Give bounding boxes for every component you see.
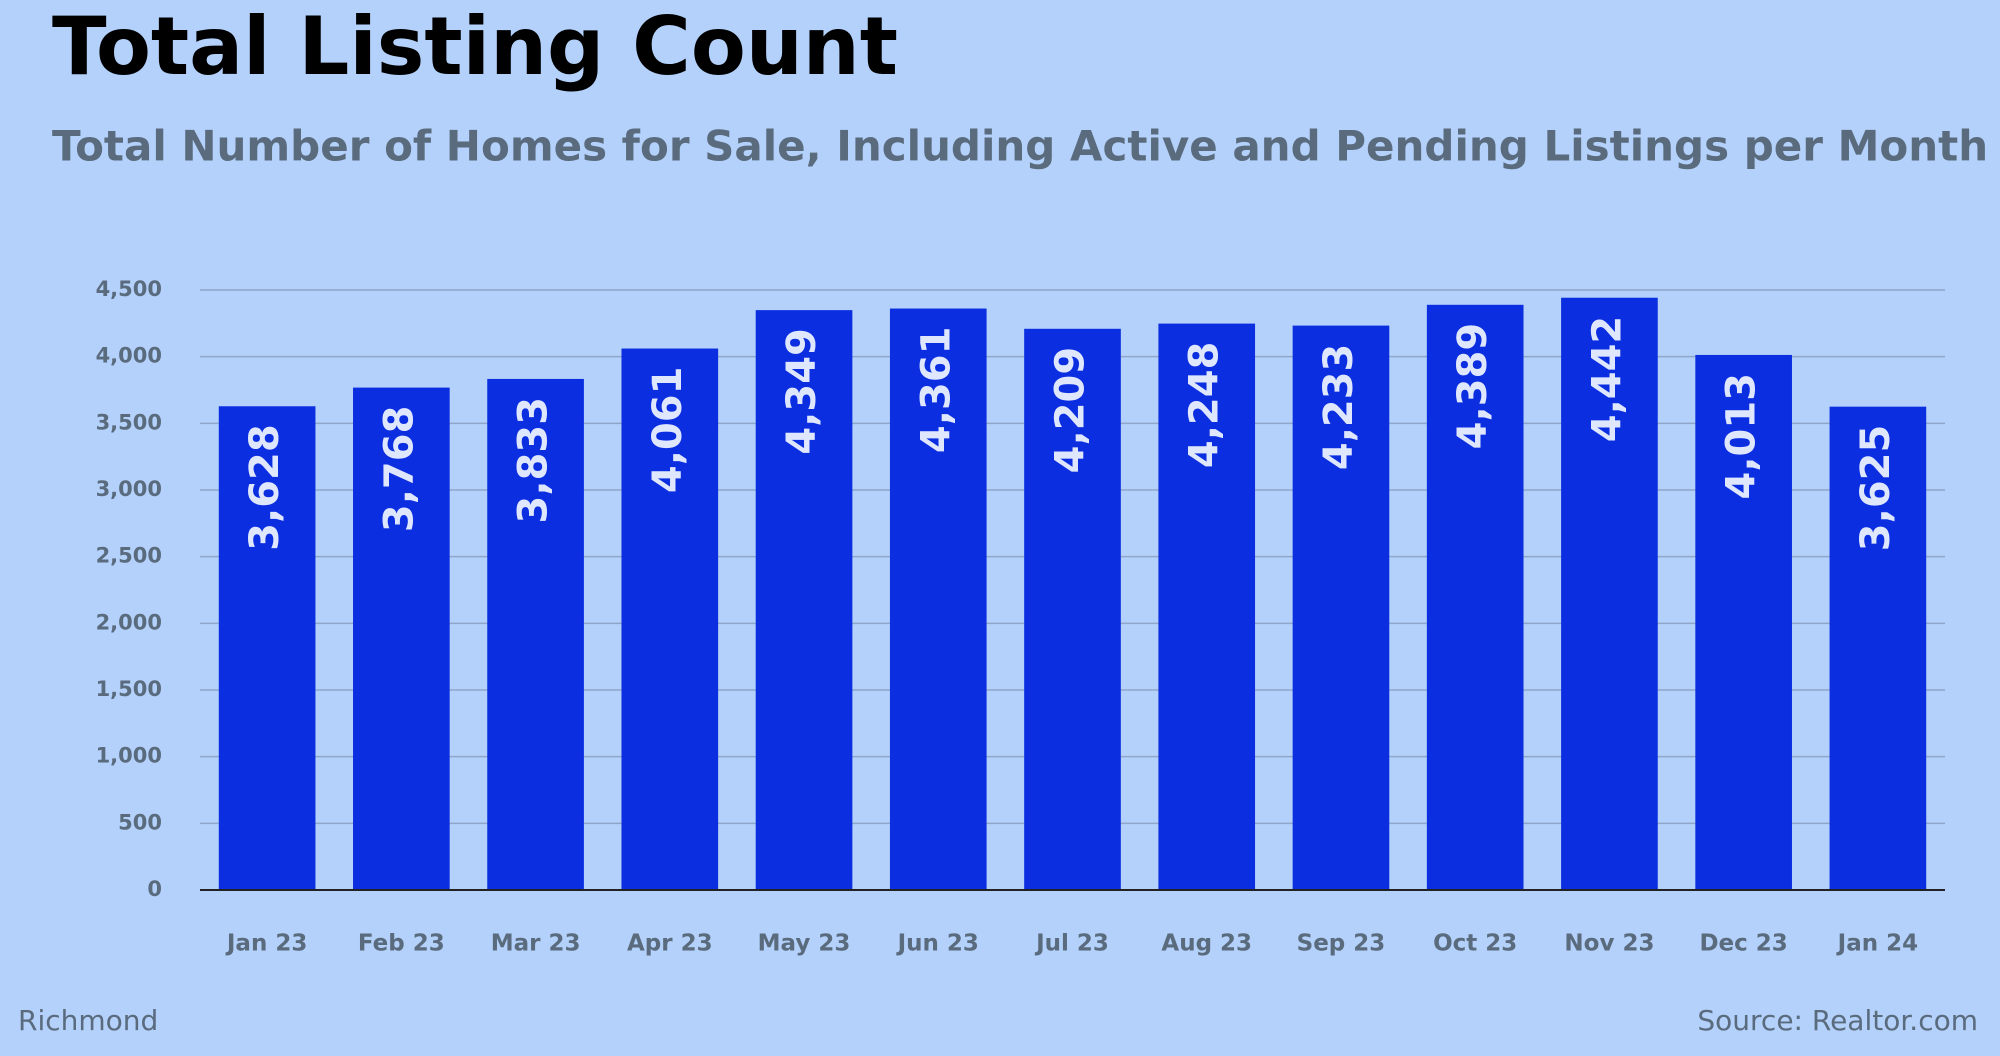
- bar: [1829, 406, 1927, 890]
- value-label: 4,061: [645, 367, 691, 494]
- value-label: 4,349: [779, 328, 825, 455]
- bar: [1426, 304, 1524, 890]
- bar: [353, 387, 450, 890]
- value-label: 4,442: [1584, 316, 1630, 443]
- x-tick-label: Oct 23: [1433, 931, 1517, 957]
- bar: [487, 378, 584, 890]
- x-tick-label: Jun 23: [896, 931, 979, 957]
- value-label: 3,768: [376, 406, 422, 533]
- y-tick-label: 2,500: [96, 544, 162, 568]
- bar: [755, 310, 853, 891]
- x-tick-label: Sep 23: [1297, 931, 1386, 957]
- value-label: 4,361: [913, 327, 959, 454]
- y-tick-label: 3,000: [96, 477, 162, 501]
- bar: [621, 348, 719, 890]
- x-tick-label: Mar 23: [491, 931, 581, 957]
- chart-title: Total Listing Count: [52, 0, 898, 93]
- x-tick-label: Jan 24: [1836, 931, 1918, 957]
- y-tick-label: 4,000: [96, 344, 162, 368]
- bar: [218, 406, 316, 890]
- value-label: 4,209: [1048, 347, 1094, 474]
- x-tick-label: Jul 23: [1034, 931, 1109, 957]
- bar: [1024, 328, 1121, 890]
- bar: [1292, 325, 1390, 891]
- value-label: 3,833: [511, 397, 557, 524]
- value-label: 4,013: [1719, 373, 1765, 500]
- y-tick-label: 2,000: [96, 610, 162, 634]
- x-tick-label: Feb 23: [358, 931, 445, 957]
- footnote-right: Source: Realtor.com: [1697, 1004, 1978, 1037]
- bar: [889, 308, 987, 890]
- value-label: 4,233: [1316, 344, 1362, 471]
- x-tick-label: Dec 23: [1699, 931, 1787, 957]
- value-label: 4,389: [1450, 323, 1496, 450]
- value-label: 3,625: [1853, 425, 1899, 552]
- y-tick-label: 500: [118, 810, 162, 834]
- bar: [1158, 323, 1256, 891]
- chart-subtitle: Total Number of Homes for Sale, Includin…: [52, 122, 1988, 171]
- y-tick-label: 1,500: [96, 677, 162, 701]
- y-tick-label: 0: [147, 877, 162, 901]
- footnote-left: Richmond: [18, 1004, 158, 1037]
- value-label: 3,628: [242, 424, 288, 551]
- value-label: 4,248: [1182, 342, 1228, 469]
- x-tick-label: Apr 23: [627, 931, 713, 957]
- x-tick-label: Jan 23: [225, 931, 307, 957]
- bar: [1561, 297, 1658, 890]
- x-tick-label: Nov 23: [1564, 931, 1654, 957]
- y-tick-label: 1,000: [96, 744, 162, 768]
- x-tick-label: Aug 23: [1161, 931, 1252, 957]
- y-tick-label: 3,500: [96, 410, 162, 434]
- y-tick-label: 4,500: [96, 277, 162, 301]
- x-tick-label: May 23: [758, 931, 851, 957]
- bar: [1695, 354, 1792, 890]
